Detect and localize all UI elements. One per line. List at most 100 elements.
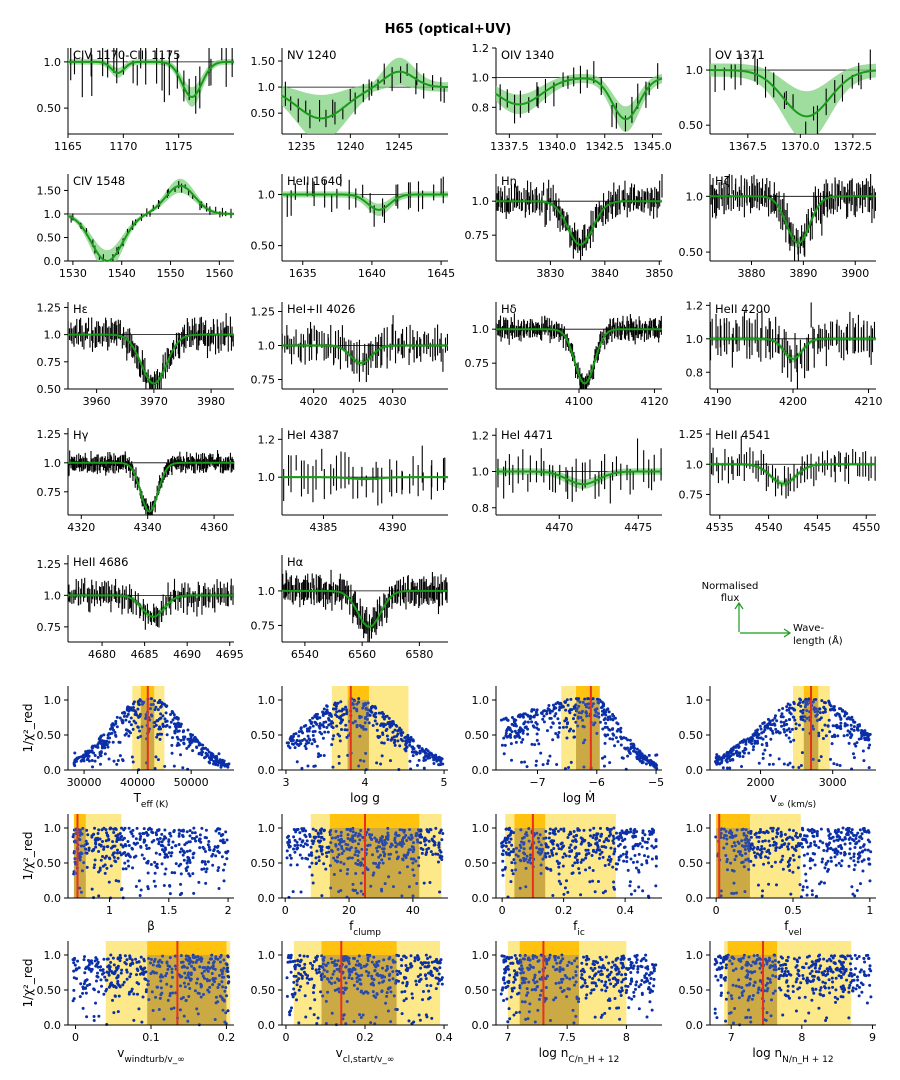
scatter-point	[331, 721, 335, 725]
scatter-point	[308, 738, 312, 742]
scatter-point	[551, 721, 555, 725]
scatter-point	[112, 759, 116, 763]
scatter-point	[167, 840, 171, 844]
scatter-point	[176, 716, 180, 720]
scatter-point	[304, 723, 308, 727]
model-line	[282, 344, 448, 365]
scatter-point	[632, 749, 636, 753]
model-line	[67, 184, 235, 262]
x-tick-label: 6580	[405, 648, 433, 661]
scatter-point	[757, 761, 761, 765]
scatter-point	[565, 725, 569, 729]
scatter-point	[130, 846, 134, 850]
x-tick-label: 1367.5	[729, 140, 768, 153]
scatter-point	[506, 718, 510, 722]
scatter-point	[545, 729, 549, 733]
x-tick-label: 1.5	[160, 904, 178, 917]
scatter-point	[207, 760, 211, 764]
scatter-point	[129, 723, 133, 727]
scatter-point	[530, 708, 534, 712]
scatter-point	[102, 733, 106, 737]
scatter-point	[209, 758, 213, 762]
scatter-point	[566, 835, 570, 839]
scatter-point	[171, 736, 175, 740]
scatter-point	[510, 730, 514, 734]
scatter-point	[213, 845, 217, 849]
scatter-point	[310, 853, 314, 857]
scatter-point	[143, 839, 147, 843]
scatter-point	[293, 850, 297, 854]
scatter-point	[509, 742, 513, 746]
x-tick-label: 4360	[200, 521, 228, 534]
scatter-point	[760, 743, 764, 747]
scatter-point	[548, 754, 552, 758]
scatter-point	[177, 843, 181, 847]
scatter-point	[398, 726, 402, 730]
scatter-point	[570, 849, 574, 853]
scatter-point	[318, 726, 322, 730]
scatter-point	[787, 708, 791, 712]
scatter-point	[622, 846, 626, 850]
scatter-point	[194, 839, 198, 843]
scatter-point	[306, 741, 310, 745]
scatter-point	[611, 717, 615, 721]
scatter-point	[310, 861, 314, 865]
scatter-point	[631, 742, 635, 746]
scatter-point	[608, 859, 612, 863]
scatter-point	[818, 711, 822, 715]
scatter-point	[651, 762, 655, 766]
model-line	[710, 463, 876, 485]
scatter-point	[153, 860, 157, 864]
scatter-point	[592, 849, 596, 853]
model-line	[68, 594, 234, 618]
scatter-point	[581, 741, 585, 745]
scatter-point	[851, 752, 855, 756]
scatter-point	[832, 705, 836, 709]
y-tick-label: 1.0	[44, 56, 62, 69]
scatter-point	[654, 838, 658, 842]
scatter-point	[502, 736, 506, 740]
scatter-point	[133, 709, 137, 713]
scatter-point	[292, 742, 296, 746]
scatter-point	[319, 846, 323, 850]
scatter-point	[137, 699, 141, 703]
scatter-point	[797, 723, 801, 727]
scatter-point	[741, 740, 745, 744]
scatter-point	[131, 866, 135, 870]
scatter-point	[640, 863, 644, 867]
scatter-point	[207, 848, 211, 852]
scatter-point	[99, 754, 103, 758]
scatter-point	[868, 743, 872, 747]
scatter-point	[604, 721, 608, 725]
scatter-point	[160, 832, 164, 836]
scatter-point	[591, 879, 595, 883]
scatter-point	[127, 705, 131, 709]
scatter-point	[78, 886, 82, 890]
scatter-point	[551, 894, 555, 898]
x-tick-label: 3970	[140, 395, 168, 408]
scatter-point	[224, 830, 228, 834]
scatter-point	[321, 736, 325, 740]
scatter-point	[830, 734, 834, 738]
scatter-point	[181, 853, 185, 857]
parameter-xlabel: log Ṁ	[563, 790, 595, 805]
scatter-point	[198, 837, 202, 841]
scatter-point	[220, 855, 224, 859]
scatter-point	[404, 735, 408, 739]
scatter-point	[182, 858, 186, 862]
scatter-point	[817, 759, 821, 763]
scatter-point	[131, 727, 135, 731]
scatter-point	[571, 871, 575, 875]
scatter-point	[751, 737, 755, 741]
scatter-point	[547, 708, 551, 712]
y-tick-label: 0.0	[258, 764, 276, 777]
scatter-point	[113, 859, 117, 863]
scatter-point	[345, 728, 349, 732]
x-tick-label: 4320	[67, 521, 95, 534]
scatter-point	[788, 703, 792, 707]
scatter-point	[292, 847, 296, 851]
scatter-point	[124, 732, 128, 736]
